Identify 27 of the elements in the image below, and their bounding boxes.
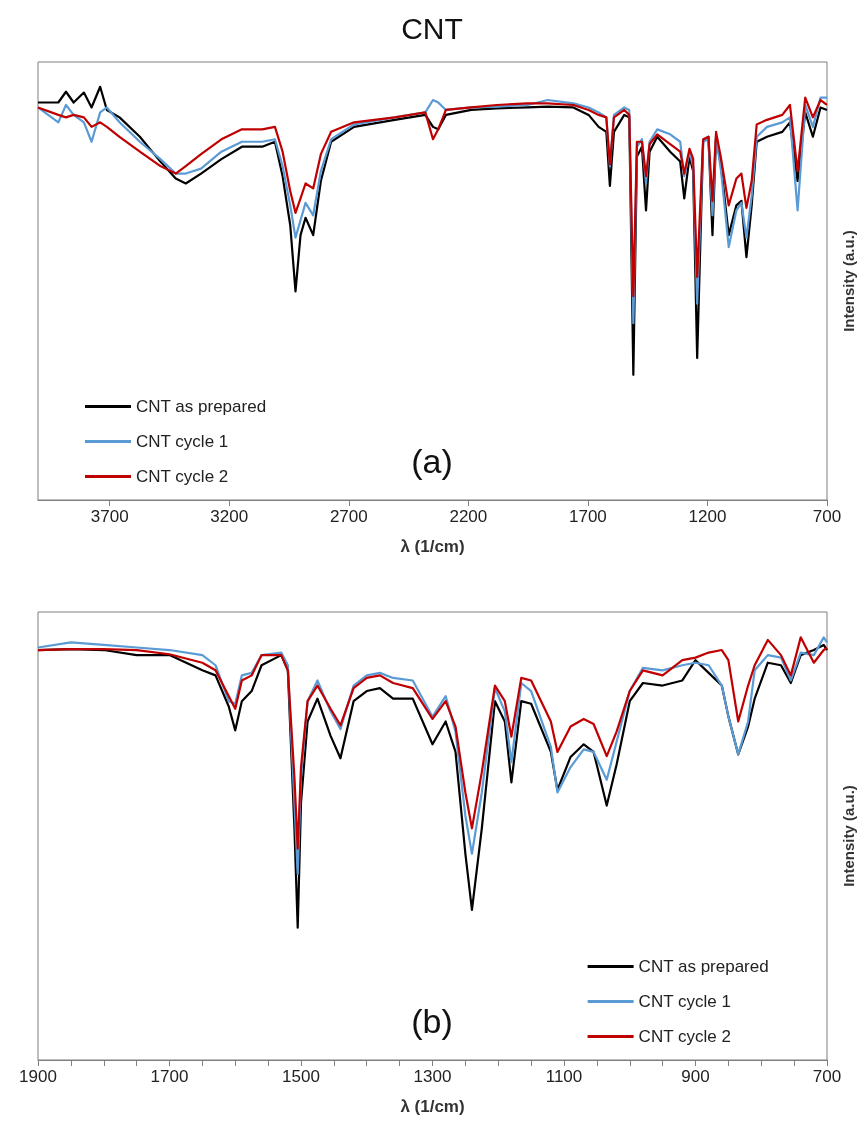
legend-label: CNT as prepared xyxy=(136,397,267,416)
x-tick-label: 3700 xyxy=(90,507,129,526)
x-tick-label: 2700 xyxy=(329,507,368,526)
chart-title: CNT xyxy=(401,11,463,45)
x-tick-label: 1500 xyxy=(282,1067,320,1086)
legend-label: CNT cycle 2 xyxy=(638,1027,731,1046)
x-tick-label: 1900 xyxy=(19,1067,57,1086)
x-tick-label: 700 xyxy=(812,507,842,526)
x-tick-label: 900 xyxy=(681,1067,710,1086)
annotation: (a) xyxy=(411,442,453,480)
x-tick-label: 700 xyxy=(812,1067,842,1086)
legend-label: CNT as prepared xyxy=(638,957,769,976)
x-tick-label: 3200 xyxy=(210,507,249,526)
legend-label: CNT cycle 2 xyxy=(136,467,229,486)
x-axis-title: λ (1/cm) xyxy=(400,1097,465,1116)
x-tick-label: 1200 xyxy=(688,507,727,526)
annotation: (b) xyxy=(411,1002,453,1040)
legend-label: CNT cycle 1 xyxy=(638,992,731,1011)
legend-label: CNT cycle 1 xyxy=(136,432,229,451)
y-axis-title: Intensity (a.u.) xyxy=(840,785,857,887)
y-axis-title: Intensity (a.u.) xyxy=(840,230,857,332)
x-tick-label: 2200 xyxy=(449,507,488,526)
x-tick-label: 1300 xyxy=(413,1067,452,1086)
x-tick-label: 1700 xyxy=(569,507,607,526)
x-axis-title: λ (1/cm) xyxy=(400,537,465,556)
x-tick-label: 1700 xyxy=(150,1067,189,1086)
x-tick-label: 1100 xyxy=(545,1067,583,1086)
